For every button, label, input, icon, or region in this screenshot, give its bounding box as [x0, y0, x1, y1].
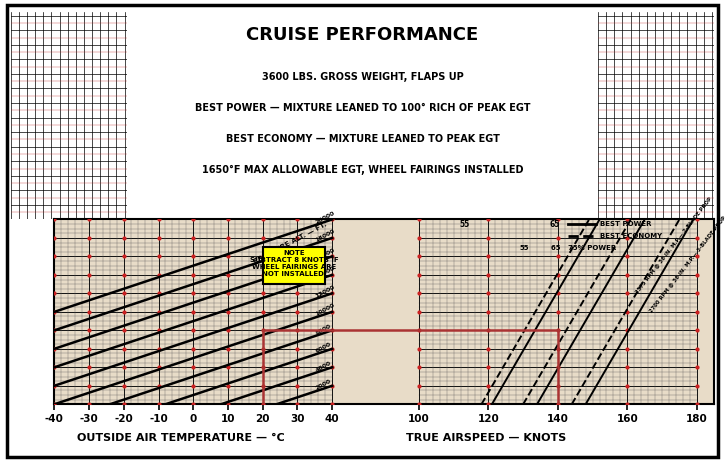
Text: 18000: 18000	[315, 229, 336, 243]
Text: 65   75% POWER: 65 75% POWER	[551, 245, 616, 251]
Text: 12000: 12000	[315, 284, 336, 298]
Text: 8000: 8000	[315, 323, 332, 335]
Text: 14000: 14000	[315, 266, 336, 280]
Text: 65: 65	[550, 220, 560, 229]
Text: 16000: 16000	[315, 247, 336, 261]
Text: BEST ECONOMY — MIXTURE LEANED TO PEAK EGT: BEST ECONOMY — MIXTURE LEANED TO PEAK EG…	[225, 134, 500, 144]
Text: 2000: 2000	[315, 378, 332, 391]
Text: NOTE
SUBTRACT 8 KNOTS IF
WHEEL FAIRINGS ARE
NOT INSTALLED.: NOTE SUBTRACT 8 KNOTS IF WHEEL FAIRINGS …	[249, 250, 339, 277]
Text: 10000: 10000	[315, 303, 336, 317]
Text: BEST ECONOMY: BEST ECONOMY	[600, 233, 662, 239]
FancyBboxPatch shape	[262, 247, 326, 284]
Text: 55: 55	[459, 220, 469, 229]
Text: 6000: 6000	[315, 341, 332, 354]
Text: BEST POWER: BEST POWER	[600, 221, 651, 227]
Text: TRUE AIRSPEED — KNOTS: TRUE AIRSPEED — KNOTS	[405, 433, 566, 443]
Text: 55: 55	[520, 245, 529, 251]
Text: BEST POWER — MIXTURE LEANED TO 100° RICH OF PEAK EGT: BEST POWER — MIXTURE LEANED TO 100° RICH…	[195, 103, 530, 113]
Text: 4000: 4000	[315, 360, 332, 372]
Text: 2700 RPM @ 36 IN. M.P.— 3-BLADE PROP: 2700 RPM @ 36 IN. M.P.— 3-BLADE PROP	[648, 214, 725, 313]
Text: OUTSIDE AIR TEMPERATURE — °C: OUTSIDE AIR TEMPERATURE — °C	[78, 433, 285, 443]
Text: 2575 RPM @ 36 IN. M.P.— 2-BLADE PROP: 2575 RPM @ 36 IN. M.P.— 2-BLADE PROP	[634, 196, 713, 294]
Text: CRUISE PERFORMANCE: CRUISE PERFORMANCE	[247, 26, 478, 44]
Text: 3600 LBS. GROSS WEIGHT, FLAPS UP: 3600 LBS. GROSS WEIGHT, FLAPS UP	[262, 72, 463, 82]
Text: PRESSURE ALT. — FT.: PRESSURE ALT. — FT.	[253, 221, 328, 265]
Text: 1650°F MAX ALLOWABLE EGT, WHEEL FAIRINGS INSTALLED: 1650°F MAX ALLOWABLE EGT, WHEEL FAIRINGS…	[202, 165, 523, 176]
Text: 20000: 20000	[315, 210, 336, 225]
